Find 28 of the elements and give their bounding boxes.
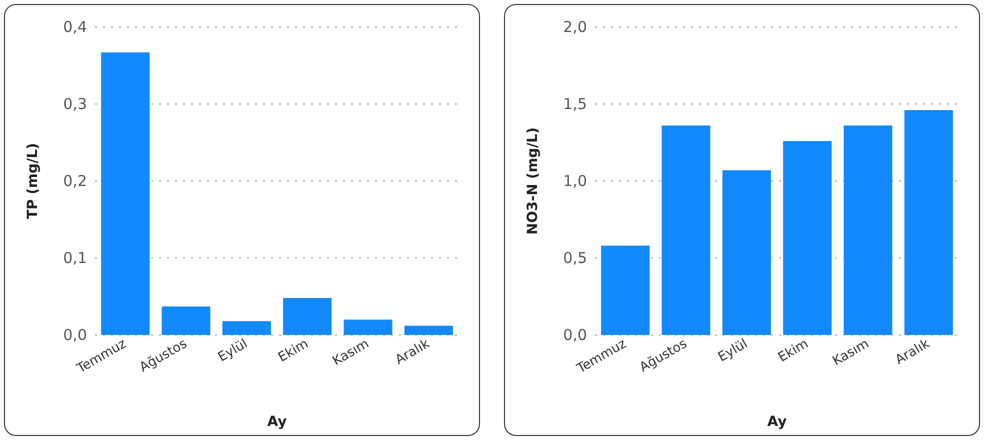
y-tick-label: 1,5 — [563, 95, 587, 113]
bar — [344, 320, 392, 335]
y-tick-label: 0,2 — [63, 172, 87, 190]
bar — [904, 110, 953, 335]
y-tick-label: 0,4 — [63, 18, 87, 36]
y-tick-label: 0,0 — [563, 326, 587, 344]
bar — [162, 306, 210, 335]
bar — [783, 140, 832, 335]
x-tick-label: Ekim — [276, 336, 312, 366]
bar — [844, 126, 892, 335]
y-axis-title: TP (mg/L) — [25, 142, 41, 220]
bar — [101, 52, 150, 335]
bar — [722, 170, 771, 335]
bar — [404, 326, 453, 335]
bar — [283, 298, 332, 335]
bar — [662, 126, 710, 335]
x-axis-title: Ay — [767, 414, 787, 430]
y-tick-label: 1,0 — [563, 172, 587, 190]
y-tick-label: 2,0 — [563, 18, 587, 36]
x-axis-title: Ay — [267, 414, 287, 430]
x-tick-label: Ekim — [776, 336, 812, 366]
y-tick-label: 0,1 — [63, 249, 87, 267]
y-axis-title: NO3-N (mg/L) — [525, 127, 541, 235]
bar — [222, 321, 271, 335]
y-tick-label: 0,0 — [63, 326, 87, 344]
y-tick-label: 0,5 — [563, 249, 587, 267]
y-tick-label: 0,3 — [63, 95, 87, 113]
bar — [601, 246, 650, 335]
